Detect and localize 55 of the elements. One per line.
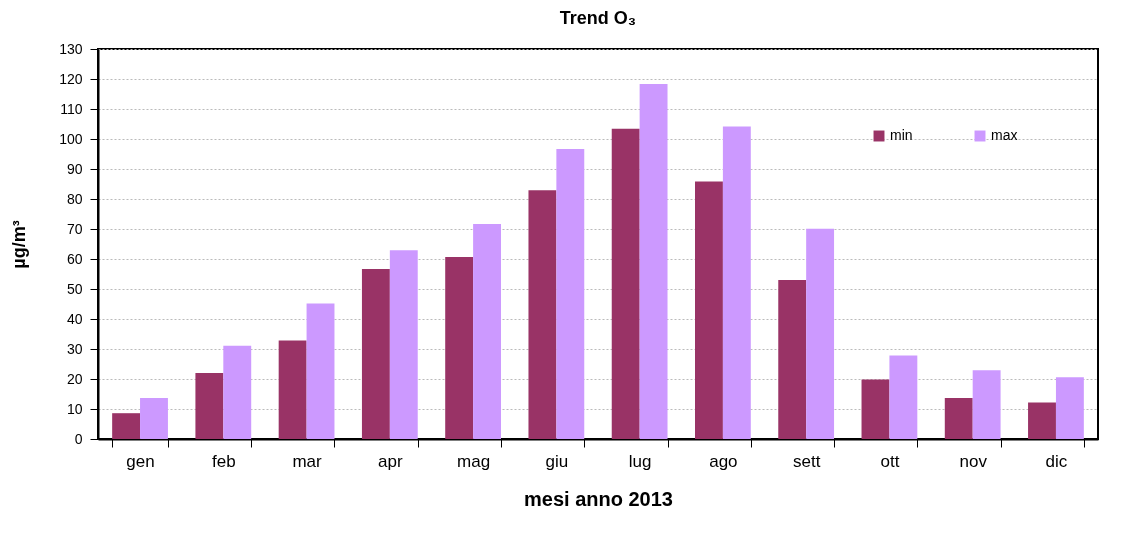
legend-label: max	[991, 127, 1018, 143]
bar	[445, 256, 474, 439]
y-tick-label: 0	[74, 430, 83, 447]
bar	[722, 126, 751, 439]
x-tick-label: lug	[628, 451, 652, 471]
x-tick-label: ago	[709, 451, 738, 471]
y-tick-label: 110	[60, 100, 83, 117]
x-tick-label: ott	[880, 451, 900, 471]
x-tick-label: mar	[292, 451, 323, 471]
x-tick-label: mag	[457, 451, 491, 471]
bar	[611, 128, 640, 439]
y-tick-label: 80	[66, 190, 83, 207]
bar	[889, 355, 918, 439]
y-tick-label: 10	[66, 400, 83, 417]
y-tick-label: 130	[59, 40, 83, 57]
bar	[944, 397, 973, 439]
bar	[361, 268, 390, 439]
bar	[112, 413, 141, 439]
x-tick-label: dic	[1045, 451, 1068, 471]
bar	[1028, 402, 1056, 439]
bar	[140, 397, 168, 439]
bar	[306, 303, 335, 439]
bar	[861, 379, 890, 439]
y-tick-label: 50	[66, 280, 83, 297]
x-tick-label: giu	[545, 451, 569, 471]
y-tick-label: 90	[66, 160, 83, 177]
bar	[972, 370, 1001, 439]
y-tick-label: 40	[66, 310, 83, 327]
bar	[695, 181, 723, 439]
bar	[223, 345, 252, 439]
bar	[778, 280, 807, 439]
x-tick-label: apr	[378, 451, 403, 471]
bar	[473, 223, 501, 439]
y-axis-title: µg/m³	[9, 220, 30, 269]
bar	[278, 340, 307, 439]
bar	[389, 250, 418, 439]
chart-title: Trend O₃	[559, 8, 637, 28]
legend-label: min	[890, 127, 913, 143]
bar	[639, 84, 668, 439]
x-tick-label: gen	[126, 451, 155, 471]
bar	[806, 228, 835, 439]
x-tick-label: nov	[959, 451, 988, 471]
bar	[1055, 377, 1084, 439]
y-tick-label: 20	[66, 370, 83, 387]
x-axis-title: mesi anno 2013	[524, 487, 673, 510]
x-tick-label: sett	[792, 451, 821, 471]
x-tick-label: feb	[211, 451, 236, 471]
y-tick-label: 70	[66, 220, 83, 237]
y-tick-label: 60	[66, 250, 83, 267]
bar	[556, 148, 585, 439]
y-tick-label: 30	[66, 340, 83, 357]
bar	[195, 373, 224, 439]
y-tick-label: 120	[59, 70, 83, 87]
y-tick-label: 100	[59, 130, 83, 147]
bar	[528, 190, 557, 439]
